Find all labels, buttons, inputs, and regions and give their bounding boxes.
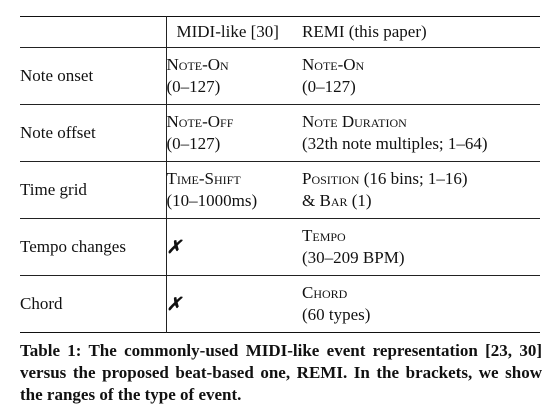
remi-event-name: Note Duration <box>302 112 407 131</box>
table-row: Time grid Time-Shift (10–1000ms) Positio… <box>20 161 540 219</box>
remi-event-range: (30–209 BPM) <box>302 248 405 267</box>
event-table: MIDI-like [30] REMI (this paper) Note on… <box>20 16 540 333</box>
table-row: Note onset Note-On (0–127) Note-On (0–12… <box>20 47 540 105</box>
row-label: Time grid <box>20 180 87 199</box>
cross-mark-icon: ✗ <box>166 236 182 257</box>
cross-mark-icon: ✗ <box>166 293 182 314</box>
remi-event-name: Tempo <box>302 226 346 245</box>
midi-event-range: (0–127) <box>166 77 221 96</box>
midi-cell: ✗ <box>165 218 302 276</box>
midi-event-range: (10–1000ms) <box>166 191 258 210</box>
remi-cell: Position (16 bins; 1–16) & Bar (1) <box>302 162 540 219</box>
remi-cell: Note Duration (32th note multiples; 1–64… <box>302 105 540 162</box>
remi-bar-range: (1) <box>347 191 372 210</box>
row-label: Chord <box>20 294 63 313</box>
table-row: Note offset Note-Off (0–127) Note Durati… <box>20 104 540 162</box>
remi-bar-prefix: & <box>302 191 320 210</box>
table-row: Chord ✗ Chord (60 types) <box>20 275 540 333</box>
remi-event-range: (16 bins; 1–16) <box>363 169 468 188</box>
remi-event-range: (60 types) <box>302 305 371 324</box>
remi-cell: Chord (60 types) <box>302 276 540 333</box>
remi-bar-line: & Bar (1) <box>302 190 540 212</box>
remi-cell: Note-On (0–127) <box>302 48 540 105</box>
remi-cell: Tempo (30–209 BPM) <box>302 219 540 276</box>
table-header-row: MIDI-like [30] REMI (this paper) <box>20 16 540 48</box>
remi-position-line: Position (16 bins; 1–16) <box>302 168 540 190</box>
header-empty-cell <box>20 17 166 48</box>
remi-event-name: Position <box>302 169 360 188</box>
remi-event-name: Chord <box>302 283 348 302</box>
midi-cell: Note-On (0–127) <box>165 47 302 105</box>
midi-cell: Note-Off (0–127) <box>165 104 302 162</box>
table-caption: Table 1: The commonly-used MIDI-like eve… <box>20 341 542 404</box>
header-remi: REMI (this paper) <box>302 22 427 41</box>
row-label: Note onset <box>20 66 94 85</box>
row-label: Note offset <box>20 123 96 142</box>
midi-cell: ✗ <box>165 275 302 333</box>
remi-bar-event-name: Bar <box>319 191 348 210</box>
remi-event-range: (32th note multiples; 1–64) <box>302 134 488 153</box>
remi-event-name: Note-On <box>302 55 365 74</box>
remi-event-range: (0–127) <box>302 77 356 96</box>
table-row: Tempo changes ✗ Tempo (30–209 BPM) <box>20 218 540 276</box>
midi-event-name: Time-Shift <box>166 169 241 188</box>
midi-event-range: (0–127) <box>166 134 221 153</box>
row-label: Tempo changes <box>20 237 126 256</box>
midi-event-name: Note-On <box>166 55 229 74</box>
comparison-table: MIDI-like [30] REMI (this paper) Note on… <box>20 16 540 333</box>
midi-cell: Time-Shift (10–1000ms) <box>165 161 302 219</box>
midi-event-name: Note-Off <box>166 112 234 131</box>
header-midi-like: MIDI-like [30] <box>165 16 302 48</box>
